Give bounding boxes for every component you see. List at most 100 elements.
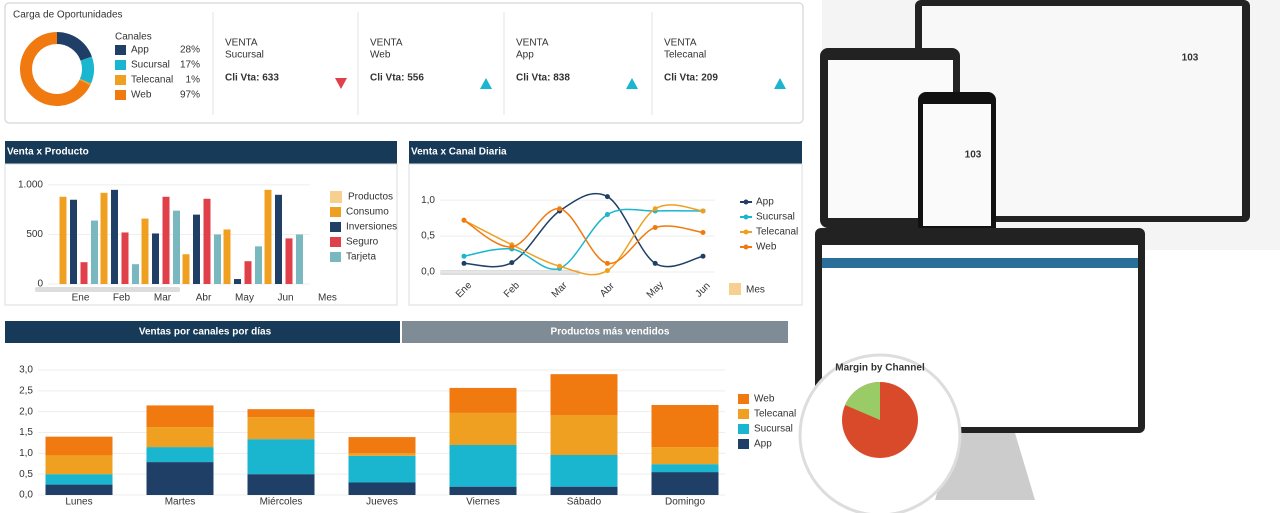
legend-icon — [330, 191, 342, 203]
readout: 103 — [965, 150, 982, 161]
point — [700, 253, 706, 259]
y-tick-label: 2,0 — [19, 406, 33, 417]
legend-swatch — [115, 75, 126, 85]
bar-segment — [651, 405, 719, 448]
y-tick-label: 0 — [37, 279, 43, 290]
donut-segment — [79, 78, 91, 86]
panel-title: Venta x Canal Diaria — [411, 147, 507, 158]
panel-title: Venta x Producto — [7, 147, 89, 158]
bar — [255, 246, 262, 284]
bar — [214, 234, 221, 284]
bar-segment — [146, 447, 214, 463]
legend-icon — [729, 283, 741, 295]
legend-label: Web — [754, 394, 775, 405]
magnifier-pie — [845, 381, 880, 420]
x-tick-label: Jueves — [366, 497, 398, 508]
bar-segment — [348, 453, 416, 456]
monitor-nav — [822, 258, 1138, 268]
tab[interactable] — [5, 321, 400, 343]
bar-segment — [348, 455, 416, 483]
bar — [80, 262, 88, 284]
x-tick-label: Feb — [113, 293, 131, 304]
bar-segment — [45, 436, 113, 456]
kpi-metric: Cli Vta: 209 — [664, 73, 718, 84]
legend-label: Sucursal — [131, 60, 170, 71]
donut-segment — [79, 56, 94, 84]
readout: 103 — [1182, 53, 1199, 64]
tab-label[interactable]: Ventas por canales por días — [139, 327, 272, 338]
panel — [408, 163, 803, 306]
legend-label: Telecanal — [756, 227, 798, 238]
bar — [121, 232, 129, 284]
x-tick-label: Sábado — [567, 497, 602, 508]
bar — [193, 214, 200, 284]
legend-label: App — [131, 45, 149, 56]
legend-label: Seguro — [346, 237, 379, 248]
panel-header — [409, 141, 802, 164]
point — [604, 260, 610, 266]
devices: 103 103 Margin by Channel — [798, 0, 1280, 513]
bar-segment — [45, 474, 113, 485]
bar — [111, 189, 118, 284]
legend-swatch — [738, 394, 749, 404]
panel-header — [5, 141, 397, 164]
kpi-channel: App — [516, 50, 534, 61]
bar-segment — [45, 484, 113, 495]
bar-segment — [348, 437, 416, 454]
legend-label: App — [754, 439, 772, 450]
point — [652, 206, 658, 212]
kpi-metric: Cli Vta: 633 — [225, 73, 279, 84]
line — [463, 208, 704, 271]
donut-segment — [20, 31, 91, 107]
bar — [91, 220, 98, 284]
scrollbar[interactable] — [35, 287, 180, 292]
bar-segment — [146, 427, 214, 448]
point — [700, 230, 706, 235]
bar — [244, 261, 252, 284]
kpi-metric: Cli Vta: 556 — [370, 73, 424, 84]
y-tick-label: 0,0 — [19, 490, 33, 501]
legend-label: App — [756, 197, 774, 208]
bar — [182, 254, 190, 284]
value-label: 17% — [180, 60, 200, 71]
bar-segment — [550, 415, 618, 455]
legend-label: Web — [756, 242, 777, 253]
bar-segment — [45, 455, 113, 475]
bar-segment — [651, 464, 719, 473]
x-tick-label: May — [235, 293, 254, 304]
value-label: 97% — [180, 90, 200, 101]
x-tick-label: Lunes — [65, 497, 92, 508]
y-tick-label: 0,5 — [421, 231, 435, 242]
bar-segment — [348, 482, 416, 495]
legend-label: Sucursal — [756, 212, 795, 223]
bar — [162, 196, 170, 284]
x-axis-title: Mes — [318, 293, 337, 304]
legend-swatch — [738, 409, 749, 419]
bar — [296, 234, 303, 284]
legend-swatch — [330, 222, 341, 232]
bar-segment — [550, 486, 618, 495]
kpi-label: VENTA — [664, 38, 697, 49]
bar — [59, 196, 67, 284]
donut-segment — [57, 32, 92, 61]
y-tick-label: 500 — [26, 229, 43, 240]
bar-segment — [550, 374, 618, 415]
legend-label: Sucursal — [754, 424, 793, 435]
kpi-label: VENTA — [516, 38, 549, 49]
point — [509, 260, 515, 266]
magnifier-title: Margin by Channel — [835, 363, 925, 374]
legend-swatch — [330, 207, 341, 217]
legend-title: Productos — [348, 192, 393, 203]
bar-segment — [550, 455, 618, 487]
bar-segment — [247, 417, 315, 440]
bar-segment — [146, 462, 214, 495]
point — [461, 253, 467, 259]
legend-label: Web — [131, 90, 152, 101]
bar-segment — [651, 447, 719, 465]
point — [461, 260, 467, 266]
tab[interactable] — [402, 321, 788, 343]
x-tick-label: Jun — [277, 293, 293, 304]
tab-label[interactable]: Productos más vendidos — [551, 327, 670, 338]
kpi-label: VENTA — [225, 38, 258, 49]
value-label: 28% — [180, 45, 200, 56]
